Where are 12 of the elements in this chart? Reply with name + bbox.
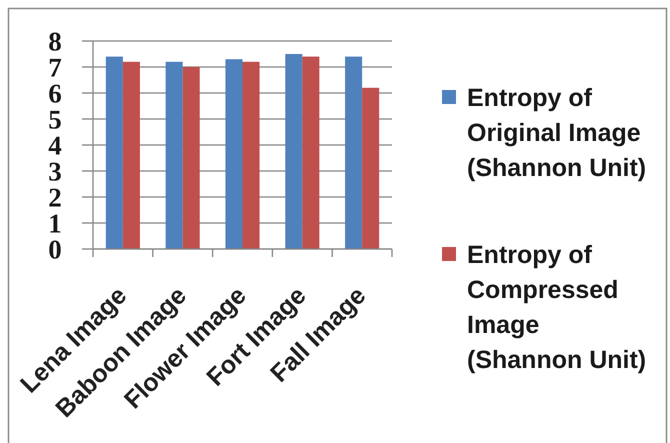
bar: [166, 62, 183, 249]
bar: [345, 56, 362, 249]
bar: [362, 88, 380, 249]
bar: [285, 54, 302, 249]
bar: [242, 62, 260, 249]
bar: [182, 67, 200, 249]
legend-label: Entropy of Original Image (Shannon Unit): [467, 84, 646, 182]
bar: [225, 59, 242, 249]
bar: [302, 56, 320, 249]
bar: [122, 62, 140, 249]
legend-label: Entropy of Compressed Image (Shannon Unit): [467, 240, 646, 374]
bar: [106, 56, 123, 249]
